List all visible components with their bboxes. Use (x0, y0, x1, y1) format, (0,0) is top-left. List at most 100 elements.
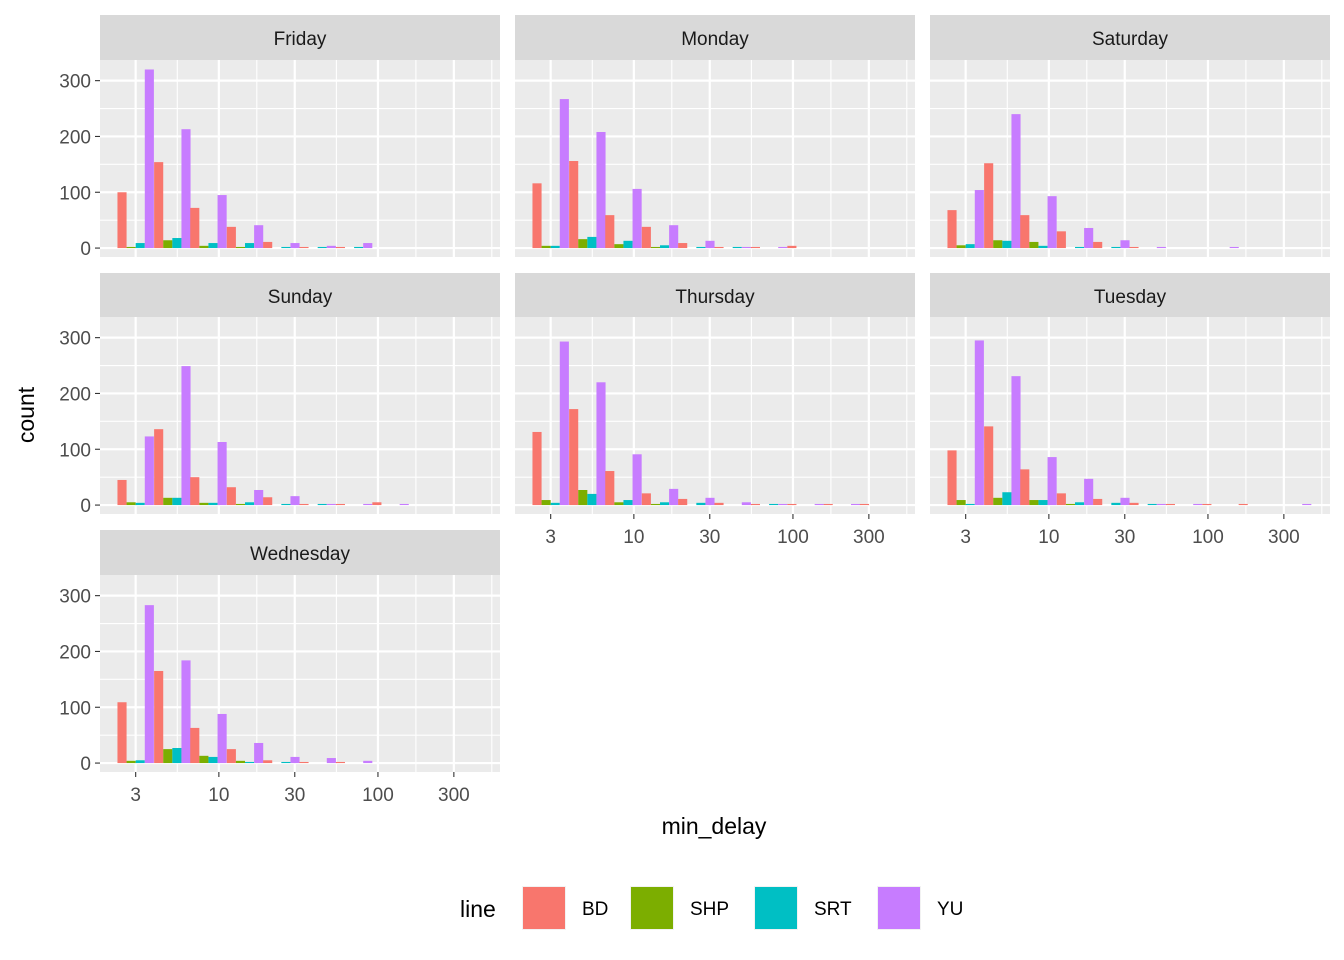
x-tick-label: 10 (1038, 527, 1059, 548)
y-tick-label: 0 (80, 754, 91, 775)
bar-yu (290, 496, 300, 506)
facet-strip-label: Thursday (675, 287, 755, 308)
bar-yu (1011, 376, 1021, 506)
bar-yu (290, 243, 300, 249)
y-tick-label: 100 (59, 698, 91, 719)
bar-shp (578, 490, 588, 506)
legend-label: SHP (690, 899, 729, 920)
bar-yu (814, 503, 824, 506)
bar-shp (235, 760, 246, 764)
bar-bd (1129, 246, 1139, 249)
bar-bd (641, 493, 651, 506)
bar-yu (1047, 457, 1057, 506)
bar-srt (660, 245, 670, 249)
x-tick-label: 30 (284, 785, 305, 806)
bar-yu (1302, 503, 1312, 506)
bar-bd (787, 245, 797, 249)
facet-strip (100, 273, 500, 318)
bar-srt (208, 756, 218, 764)
bar-yu (217, 195, 227, 249)
bar-shp (956, 245, 966, 249)
facet-panel-sunday: Sunday 0 100 200 300 (59, 273, 500, 517)
bar-bd (299, 761, 309, 764)
x-tick-label: 300 (853, 527, 885, 548)
bar-shp (541, 500, 551, 506)
bar-bd (1020, 469, 1030, 506)
bar-bd (263, 760, 273, 764)
bar-shp (126, 760, 136, 764)
bar-bd (532, 183, 542, 249)
bar-shp (126, 246, 136, 249)
bar-srt (1038, 500, 1048, 506)
x-tick-label: 30 (699, 527, 720, 548)
x-tick-label: 10 (623, 527, 644, 548)
x-tick-label: 3 (130, 785, 141, 806)
bar-yu (559, 341, 569, 506)
bar-bd (372, 502, 382, 506)
bar-bd (1020, 215, 1030, 249)
bar-srt (245, 243, 255, 249)
bar-bd (154, 670, 164, 764)
bar-srt (1038, 245, 1048, 249)
bar-bd (117, 192, 127, 249)
x-tick-label: 10 (208, 785, 229, 806)
bar-srt (208, 243, 218, 249)
bar-yu (1120, 497, 1130, 506)
bar-srt (245, 761, 255, 764)
bar-bd (226, 749, 236, 764)
facet-panel-friday: Friday 0 100 200 300 (59, 15, 500, 260)
legend-key-yu (878, 887, 920, 929)
bar-bd (1238, 503, 1248, 506)
bar-yu (363, 243, 373, 249)
bar-bd (984, 163, 994, 249)
bar-yu (326, 758, 336, 764)
bar-srt (623, 240, 633, 249)
bar-srt (1075, 246, 1085, 249)
bar-srt (281, 761, 291, 764)
bar-yu (632, 454, 642, 506)
bar-srt (135, 502, 145, 506)
bar-srt (1111, 502, 1121, 506)
bar-yu (254, 225, 264, 249)
bar-yu (181, 660, 191, 764)
bar-srt (696, 502, 706, 506)
bar-yu (290, 756, 300, 764)
bar-bd (1056, 493, 1066, 506)
bar-yu (217, 713, 227, 764)
bar-bd (750, 246, 760, 249)
bar-bd (190, 727, 200, 764)
bar-shp (614, 502, 624, 506)
x-tick-label: 300 (1268, 527, 1300, 548)
bar-shp (1065, 503, 1076, 506)
bar-bd (1093, 241, 1103, 249)
bar-yu (1193, 503, 1203, 506)
y-tick-label: 0 (80, 239, 91, 260)
bar-yu (1047, 196, 1057, 249)
bar-bd (605, 215, 615, 249)
bar-bd (678, 243, 688, 249)
bar-shp (993, 240, 1003, 249)
bar-srt (245, 502, 255, 506)
bar-bd (335, 503, 345, 506)
facet-strip (930, 273, 1330, 318)
x-tick-label: 100 (777, 527, 809, 548)
bar-bd (190, 207, 200, 249)
bar-srt (587, 236, 597, 249)
legend-label: SRT (814, 899, 852, 920)
facet-panel-monday: Monday (515, 15, 915, 257)
bar-shp (578, 239, 588, 249)
bar-srt (550, 502, 560, 506)
x-tick-label: 300 (438, 785, 470, 806)
bar-bd (823, 503, 833, 506)
bar-yu (1156, 503, 1166, 506)
facet-strip-label: Saturday (1092, 29, 1169, 50)
bar-bd (154, 162, 164, 249)
bar-yu (144, 605, 154, 764)
facet-panel-wednesday: Wednesday 0 100 200 300 3 10 30 100 300 (59, 530, 500, 806)
facet-strip (515, 15, 915, 60)
bar-yu (181, 366, 191, 506)
legend-key-shp (631, 887, 673, 929)
y-tick-label: 100 (59, 440, 91, 461)
bar-srt (135, 760, 145, 764)
bar-yu (632, 188, 642, 249)
